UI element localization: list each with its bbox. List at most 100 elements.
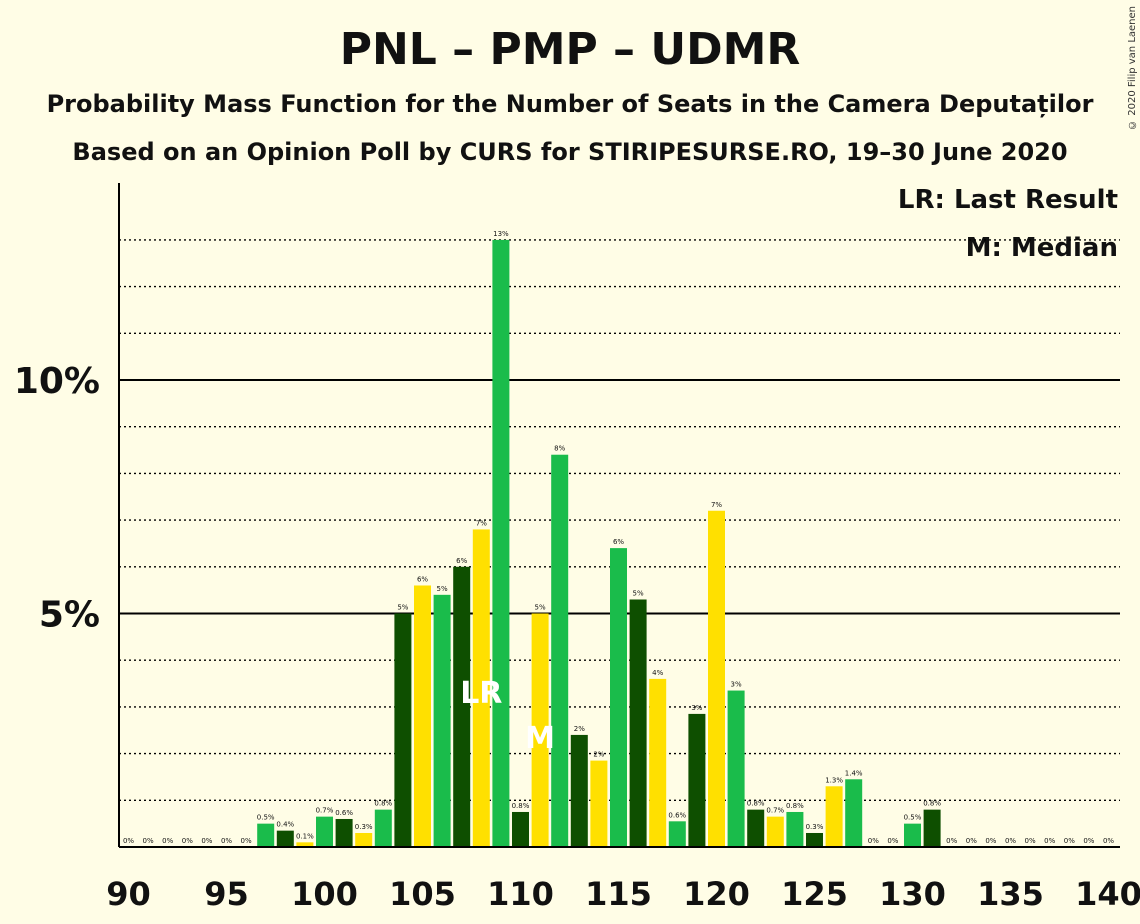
bar-label: 0% — [221, 837, 232, 845]
bar-label: 3% — [731, 681, 742, 689]
bar-label: 6% — [613, 538, 624, 546]
bar-seat-101 — [335, 818, 353, 847]
bar-label: 0.5% — [904, 814, 922, 822]
bar-label: 0% — [985, 837, 996, 845]
bar-label: 0% — [946, 837, 957, 845]
bar-seat-118 — [668, 821, 686, 847]
bar-label: 0% — [966, 837, 977, 845]
bar-seat-108 — [472, 529, 490, 847]
bar-seat-130 — [904, 823, 921, 847]
bar-label: 5% — [437, 585, 448, 593]
bar-label: 0% — [1103, 837, 1114, 845]
y-tick-label: 5% — [39, 595, 100, 636]
bar-seat-102 — [355, 832, 373, 847]
bar-label: 0% — [1083, 837, 1094, 845]
bar-seat-121 — [727, 690, 745, 847]
bar-seat-100 — [316, 816, 333, 847]
bar-label: 4% — [652, 669, 663, 677]
bar-label: 13% — [493, 230, 509, 238]
x-tick-label: 115 — [585, 875, 652, 913]
chart-source: Based on an Opinion Poll by CURS for STI… — [72, 138, 1068, 166]
bar-label: 0% — [241, 837, 252, 845]
bar-seat-127 — [845, 779, 863, 847]
bar-seat-106 — [433, 594, 451, 847]
bar-label: 0.3% — [806, 823, 824, 831]
bar-label: 0.8% — [923, 800, 941, 808]
chart-subtitle: Probability Mass Function for the Number… — [46, 90, 1094, 118]
bar-seat-97 — [257, 823, 275, 847]
x-tick-label: 135 — [977, 875, 1044, 913]
bar-label: 0% — [1005, 837, 1016, 845]
chart-title: PNL – PMP – UDMR — [339, 24, 801, 75]
bar-label: 7% — [711, 501, 722, 509]
bar-label: 0% — [143, 837, 154, 845]
bar-seat-131 — [923, 809, 941, 847]
x-tick-label: 105 — [389, 875, 456, 913]
bar-label: 6% — [417, 575, 428, 583]
bar-seat-104 — [394, 613, 412, 847]
bar-label: 0.3% — [355, 823, 373, 831]
bar-label: 0.6% — [668, 811, 686, 819]
bar-seat-117 — [649, 678, 667, 847]
bar-seat-125 — [806, 832, 823, 847]
x-tick-label: 140 — [1075, 875, 1140, 913]
bar-label: 5% — [633, 589, 644, 597]
x-tick-label: 100 — [291, 875, 358, 913]
bar-seat-99 — [296, 842, 314, 847]
bar-label: 1.3% — [825, 776, 843, 784]
bar-label: 2% — [574, 725, 585, 733]
bar-label: 2% — [593, 751, 604, 759]
bar-seat-105 — [414, 585, 431, 847]
bar-seat-111 — [531, 613, 549, 847]
bar-seat-122 — [747, 809, 765, 847]
bar-label: 5% — [397, 604, 408, 612]
last-result-marker: LR — [460, 676, 502, 711]
bar-seat-98 — [276, 830, 294, 847]
bar-seat-113 — [570, 734, 588, 847]
bar-label: 0.1% — [296, 832, 314, 840]
bar-seat-107 — [453, 566, 471, 847]
bar-label: 1.4% — [845, 769, 863, 777]
x-tick-label: 125 — [781, 875, 848, 913]
bar-seat-112 — [551, 454, 569, 847]
median-marker: M — [525, 721, 555, 756]
bar-seat-109 — [492, 239, 510, 847]
y-tick-label: 10% — [14, 361, 100, 402]
legend-median: M: Median — [965, 233, 1118, 263]
bar-label: 6% — [456, 557, 467, 565]
bar-seat-103 — [374, 809, 392, 847]
bar-label: 7% — [476, 519, 487, 527]
x-tick-label: 110 — [487, 875, 554, 913]
legend-last-result: LR: Last Result — [897, 185, 1118, 215]
bar-seat-124 — [786, 811, 804, 847]
bar-label: 0.5% — [257, 814, 275, 822]
x-tick-label: 95 — [204, 875, 249, 913]
bar-label: 0.7% — [766, 807, 784, 815]
bar-label: 8% — [554, 445, 565, 453]
bar-label: 5% — [535, 604, 546, 612]
bar-label: 0% — [123, 837, 134, 845]
bar-label: 0% — [182, 837, 193, 845]
bar-label: 0% — [201, 837, 212, 845]
bar-label: 0.7% — [316, 807, 334, 815]
x-tick-label: 130 — [879, 875, 946, 913]
bar-seat-115 — [610, 548, 627, 847]
bar-label: 0.8% — [512, 802, 530, 810]
bar-label: 0% — [1064, 837, 1075, 845]
bar-label: 0.4% — [276, 821, 294, 829]
bar-label: 3% — [691, 704, 702, 712]
bar-seat-126 — [825, 786, 843, 847]
bar-seat-110 — [512, 811, 529, 847]
x-tick-label: 120 — [683, 875, 750, 913]
bar-seat-123 — [766, 816, 784, 847]
bar-label: 0% — [1044, 837, 1055, 845]
bar-seat-119 — [688, 713, 706, 847]
bar-seat-114 — [590, 760, 608, 847]
bar-label: 0.8% — [786, 802, 804, 810]
bar-label: 0.6% — [335, 809, 353, 817]
bar-label: 0% — [868, 837, 879, 845]
bar-label: 0% — [162, 837, 173, 845]
bar-seat-116 — [629, 599, 647, 847]
bar-label: 0.8% — [374, 800, 392, 808]
